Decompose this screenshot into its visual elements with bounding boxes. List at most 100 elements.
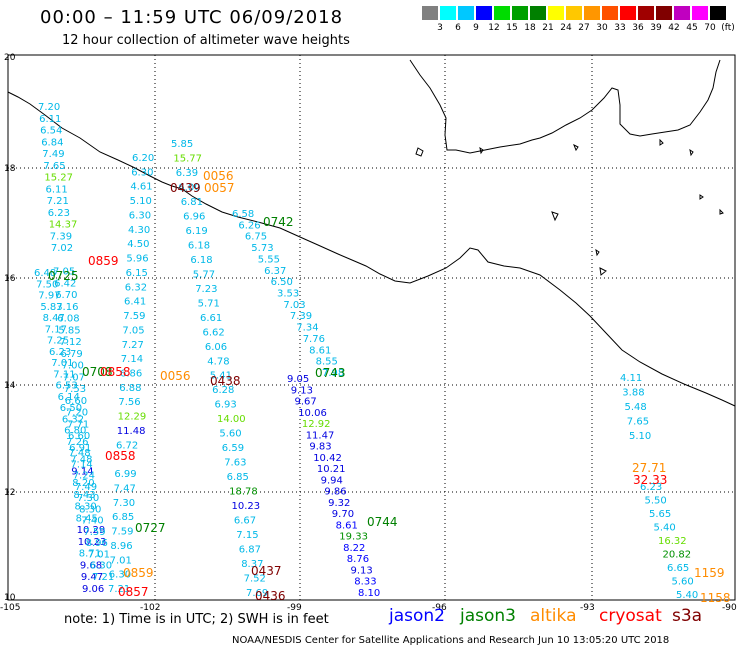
wave-height-value: 6.86 bbox=[120, 369, 142, 380]
wave-height-value: 6.93 bbox=[215, 400, 237, 411]
color-scale-label: 36 bbox=[632, 23, 644, 33]
wave-height-value: 12.92 bbox=[302, 419, 331, 430]
wave-height-value: 6.41 bbox=[124, 297, 146, 308]
color-scale-label: 21 bbox=[542, 23, 554, 33]
wave-height-value: 6.19 bbox=[186, 226, 208, 237]
wave-height-value: 7.98 bbox=[322, 368, 344, 379]
color-scale-label: 27 bbox=[578, 23, 590, 33]
wave-height-value: 5.55 bbox=[258, 254, 280, 265]
wave-height-value: 6.59 bbox=[222, 443, 244, 454]
satellite-legend-item: altika bbox=[530, 606, 577, 626]
wave-height-value: 6.42 bbox=[54, 278, 76, 289]
wave-height-value: 8.20 bbox=[72, 478, 94, 489]
color-swatch bbox=[692, 6, 708, 20]
wave-height-value: 5.96 bbox=[126, 254, 148, 265]
pass-time-label: 0437 bbox=[251, 564, 282, 578]
wave-height-value: 7.65 bbox=[627, 417, 649, 428]
longitude-label: -90 bbox=[722, 603, 737, 613]
wave-height-value: 7.26 bbox=[66, 437, 88, 448]
wave-height-value: 5.83 bbox=[40, 302, 62, 313]
pass-time-label: 0057 bbox=[204, 181, 235, 195]
wave-height-value: 6.28 bbox=[212, 385, 234, 396]
color-swatch bbox=[656, 6, 672, 20]
wave-height-value: 7.17 bbox=[45, 324, 67, 335]
satellite-legend-item: cryosat bbox=[599, 606, 662, 626]
wave-height-value: 7.39 bbox=[290, 311, 312, 322]
wave-height-value: 9.68 bbox=[80, 561, 102, 572]
wave-height-value: 15.27 bbox=[44, 173, 73, 184]
wave-height-value: 7.00 bbox=[62, 361, 84, 372]
pass-time-label: 0744 bbox=[367, 515, 398, 529]
wave-height-value: 7.30 bbox=[113, 498, 135, 509]
wave-height-value: 6.65 bbox=[667, 563, 689, 574]
wave-height-value: 5.48 bbox=[625, 402, 647, 413]
color-swatch bbox=[548, 6, 564, 20]
wave-height-value: 7.05 bbox=[122, 325, 144, 336]
wave-height-value: 7.14 bbox=[71, 459, 93, 470]
wave-height-value: 7.23 bbox=[195, 284, 217, 295]
color-scale-label: 15 bbox=[506, 23, 518, 33]
satellite-legend-item: s3a bbox=[672, 606, 703, 626]
wave-height-value: 4.78 bbox=[207, 356, 229, 367]
wave-height-value: 7.59 bbox=[123, 311, 145, 322]
wave-height-value: 6.30 bbox=[131, 167, 153, 178]
wave-height-value: 7.07 bbox=[63, 372, 85, 383]
pass-time-label: 0859 bbox=[123, 566, 154, 580]
wave-height-value: 7.47 bbox=[114, 483, 136, 494]
wave-height-value: 5.40 bbox=[654, 523, 676, 534]
wave-height-value: 9.70 bbox=[332, 509, 354, 520]
wave-height-value: 9.94 bbox=[321, 475, 343, 486]
wave-height-value: 6.26 bbox=[238, 220, 260, 231]
wave-height-value: 7.12 bbox=[60, 337, 82, 348]
wave-height-value: 8.61 bbox=[336, 520, 358, 531]
color-scale-label: (ft) bbox=[721, 23, 735, 33]
pass-time-label: 0858 bbox=[105, 449, 136, 463]
wave-height-value: 6.50 bbox=[271, 277, 293, 288]
wave-height-value: 10.23 bbox=[78, 537, 107, 548]
wave-height-value: 6.37 bbox=[264, 266, 286, 277]
wave-height-value: 10.21 bbox=[317, 464, 346, 475]
wave-height-value: 7.52 bbox=[244, 574, 266, 585]
wave-height-value: 7.14 bbox=[121, 354, 143, 365]
color-swatch bbox=[512, 6, 528, 20]
latitude-label: 20 bbox=[4, 53, 16, 63]
pass-time-label: 0725 bbox=[48, 269, 79, 283]
coastline-islands bbox=[415, 138, 724, 276]
wave-height-value: 8.30 bbox=[79, 504, 101, 515]
wave-height-value: 6.50 bbox=[60, 403, 82, 414]
wave-height-value: 6.88 bbox=[119, 383, 141, 394]
wave-height-value: 6.20 bbox=[132, 153, 154, 164]
wave-height-value: 9.13 bbox=[291, 385, 313, 396]
map-grid bbox=[8, 55, 735, 600]
color-swatch bbox=[620, 6, 636, 20]
wave-height-value: 5.60 bbox=[672, 577, 694, 588]
wave-height-value: 6.61 bbox=[200, 313, 222, 324]
wave-height-value: 7.65 bbox=[43, 161, 65, 172]
wave-height-value: 5.71 bbox=[198, 298, 220, 309]
wave-height-value: 6.11 bbox=[46, 184, 68, 195]
wave-height-value: 19.33 bbox=[339, 532, 368, 543]
wave-height-value: 8.37 bbox=[241, 559, 263, 570]
color-swatch bbox=[530, 6, 546, 20]
wave-height-value: 10.23 bbox=[232, 501, 261, 512]
wave-height-value: 7.59 bbox=[111, 527, 133, 538]
pass-time-label: 0742 bbox=[263, 215, 294, 229]
wave-height-value: 6.72 bbox=[116, 440, 138, 451]
page-subtitle: 12 hour collection of altimeter wave hei… bbox=[62, 33, 350, 48]
wave-height-value: 6.84 bbox=[41, 137, 63, 148]
wave-height-value: 8.43 bbox=[73, 490, 95, 501]
wave-height-value: 7.76 bbox=[303, 334, 325, 345]
pass-time-label: 32.33 bbox=[633, 473, 667, 487]
wave-height-value: 6.67 bbox=[234, 516, 256, 527]
wave-height-value: 9.67 bbox=[295, 397, 317, 408]
wave-height-value: 6.30 bbox=[129, 211, 151, 222]
wave-height-value: 20.82 bbox=[663, 550, 692, 561]
wave-height-value: 5.77 bbox=[193, 269, 215, 280]
wave-height-value: 4.11 bbox=[620, 373, 642, 384]
wave-height-value: 7.21 bbox=[108, 584, 130, 595]
color-scale-label: 70 bbox=[704, 23, 716, 33]
wave-height-value: 7.16 bbox=[56, 302, 78, 313]
wave-height-value: 6.11 bbox=[39, 114, 61, 125]
longitude-label: -99 bbox=[287, 603, 302, 613]
